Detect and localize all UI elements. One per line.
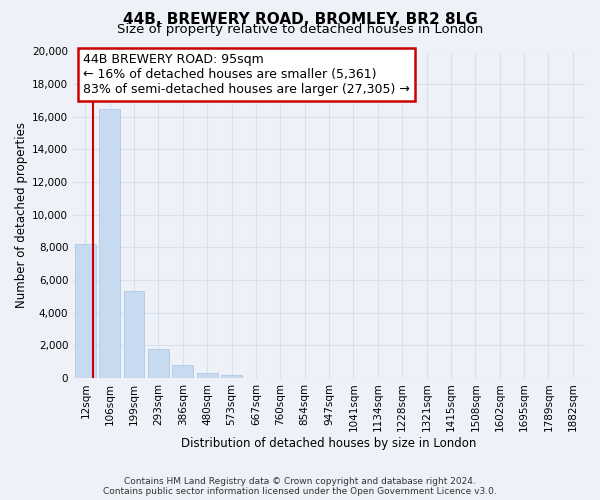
- Text: Contains HM Land Registry data © Crown copyright and database right 2024.
Contai: Contains HM Land Registry data © Crown c…: [103, 476, 497, 496]
- Bar: [75, 244, 95, 378]
- Text: 44B BREWERY ROAD: 95sqm
← 16% of detached houses are smaller (5,361)
83% of semi: 44B BREWERY ROAD: 95sqm ← 16% of detache…: [83, 53, 410, 96]
- Bar: [172, 365, 193, 378]
- Bar: [100, 108, 120, 378]
- Text: 44B, BREWERY ROAD, BROMLEY, BR2 8LG: 44B, BREWERY ROAD, BROMLEY, BR2 8LG: [122, 12, 478, 28]
- X-axis label: Distribution of detached houses by size in London: Distribution of detached houses by size …: [181, 437, 477, 450]
- Bar: [221, 374, 242, 378]
- Bar: [124, 292, 145, 378]
- Bar: [197, 373, 218, 378]
- Bar: [148, 350, 169, 378]
- Text: Size of property relative to detached houses in London: Size of property relative to detached ho…: [117, 22, 483, 36]
- Y-axis label: Number of detached properties: Number of detached properties: [15, 122, 28, 308]
